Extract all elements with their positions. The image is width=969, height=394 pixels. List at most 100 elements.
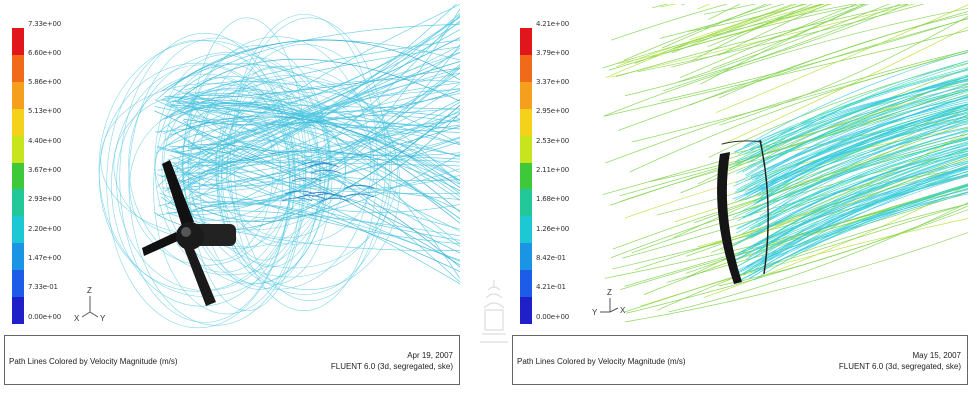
pathline xyxy=(343,193,374,198)
wake-pathline xyxy=(736,142,968,229)
pathline xyxy=(609,90,968,206)
wake-pathline xyxy=(744,78,968,176)
colorbar-left xyxy=(12,28,24,325)
swirl-pathline xyxy=(230,14,378,311)
pathlines-left xyxy=(98,4,460,329)
colorbar-label: 6.60e+00 xyxy=(28,49,62,57)
pathline xyxy=(182,4,460,178)
colorbar-swatch xyxy=(12,81,24,110)
swirl-pathline xyxy=(198,57,320,290)
pathline xyxy=(190,4,458,167)
pathline xyxy=(624,203,968,313)
wake-pathline xyxy=(757,165,968,265)
pathline xyxy=(710,4,866,70)
pathline xyxy=(162,51,460,105)
pathline xyxy=(608,4,866,71)
pathline xyxy=(718,205,968,287)
colorbar-label: 8.42e-01 xyxy=(536,254,566,262)
pathline xyxy=(304,192,335,196)
colorbar-label: 4.40e+00 xyxy=(28,137,62,145)
pathline xyxy=(657,203,968,311)
axis-y-label: Y xyxy=(100,314,106,323)
pathline xyxy=(687,4,808,32)
left-visualization-panel: 7.33e+00 6.60e+00 5.86e+00 5.13e+00 4.40… xyxy=(4,4,460,388)
wake-pathline xyxy=(761,161,968,258)
pathline xyxy=(707,4,823,47)
axis-z-label: Z xyxy=(607,288,612,297)
pathline xyxy=(344,184,375,189)
colorbar-label: 3.37e+00 xyxy=(536,78,570,86)
wake-pathline xyxy=(733,109,968,187)
pathline xyxy=(285,190,316,195)
pathline xyxy=(173,64,460,191)
pathline xyxy=(167,72,460,205)
pathline xyxy=(181,201,460,262)
wake-pathline xyxy=(757,115,968,197)
pathline xyxy=(611,4,729,41)
pathline xyxy=(167,124,460,193)
pathline xyxy=(603,8,968,117)
swirl-pathline xyxy=(216,80,401,290)
pathline xyxy=(166,104,460,130)
wake-pathline xyxy=(734,79,968,153)
pathline xyxy=(167,23,460,101)
wake-pathline xyxy=(736,193,968,274)
pathline xyxy=(679,4,858,79)
wake-pathline xyxy=(743,80,968,147)
pathline xyxy=(616,4,824,68)
pathline xyxy=(624,184,968,287)
pathline xyxy=(720,114,968,220)
swirl-pathline xyxy=(226,109,346,239)
swirl-pathline xyxy=(161,77,274,261)
colorbar-label: 5.86e+00 xyxy=(28,78,62,86)
pathline xyxy=(689,4,794,41)
wake-pathline xyxy=(749,63,968,158)
pathline-viewport-left[interactable] xyxy=(4,4,460,334)
wake-pathline xyxy=(755,109,968,193)
swirl-pathline xyxy=(214,90,375,245)
pathline xyxy=(634,4,798,64)
swirl-pathline xyxy=(129,104,283,266)
colorbar-label: 4.21e-01 xyxy=(536,283,566,291)
wake-pathline xyxy=(749,69,968,150)
wake-pathline xyxy=(734,191,968,273)
wake-pathline xyxy=(736,162,968,268)
wake-pathline xyxy=(755,84,968,180)
pathline xyxy=(624,232,968,323)
wake-pathline xyxy=(754,104,968,187)
pathline xyxy=(691,4,814,62)
wake-pathline xyxy=(761,117,968,221)
pathline xyxy=(703,4,757,15)
colorbar-swatch xyxy=(520,162,532,190)
pathline xyxy=(291,177,323,182)
pathline xyxy=(163,118,460,220)
caption-solver: FLUENT 6.0 (3d, segregated, ske) xyxy=(330,362,453,371)
colorbar-ticks-left: 7.33e+00 6.60e+00 5.86e+00 5.13e+00 4.40… xyxy=(28,20,88,330)
pathline xyxy=(191,67,460,100)
turbine-rotor-icon xyxy=(717,139,769,284)
pathline-viewport-right[interactable] xyxy=(512,4,968,334)
colorbar-swatch xyxy=(520,135,532,164)
wake-pathline xyxy=(749,184,968,279)
pathline xyxy=(179,115,460,165)
pathline xyxy=(165,47,460,177)
swirl-pathline xyxy=(216,44,392,295)
pathline xyxy=(179,88,460,183)
wake-pathline xyxy=(755,115,968,204)
pathline xyxy=(631,49,968,143)
pathline xyxy=(312,193,343,198)
colorbar-label: 2.11e+00 xyxy=(536,166,570,174)
turbine-rotor-icon xyxy=(142,160,236,306)
wake-pathline xyxy=(731,74,968,168)
colorbar-swatch xyxy=(520,81,532,110)
pathline xyxy=(605,50,968,164)
swirl-pathline xyxy=(233,17,387,301)
wake-pathline xyxy=(749,170,968,276)
pathline xyxy=(169,105,460,213)
colorbar-swatch xyxy=(12,54,24,83)
wake-pathline xyxy=(736,75,968,161)
colorbar-label: 2.95e+00 xyxy=(536,107,570,115)
pathline xyxy=(689,11,968,106)
wake-pathline xyxy=(745,51,968,147)
colorbar-swatch xyxy=(520,108,532,137)
